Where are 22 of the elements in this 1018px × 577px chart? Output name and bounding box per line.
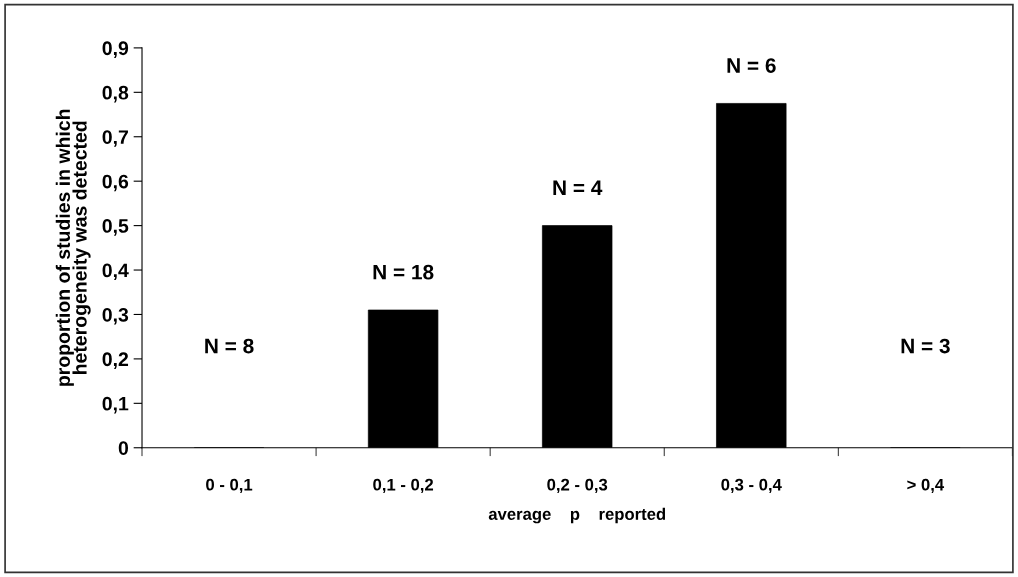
y-tick-label: 0,7 (102, 130, 128, 147)
y-tick-label: 0,5 (102, 219, 129, 236)
y-tick-label: 0,9 (102, 41, 129, 58)
x-tick-label: 0 - 0,1 (206, 478, 253, 493)
x-tick-label: 0,3 - 0,4 (721, 478, 782, 493)
y-tick-label: 0,1 (102, 396, 129, 414)
annotation: N = 6 (727, 58, 776, 73)
x-axis-title: average p reported (488, 507, 666, 524)
x-tick-label: > 0,4 (907, 478, 945, 493)
y-tick-label: 0 (118, 441, 129, 455)
annotation: N = 8 (205, 338, 254, 354)
y-tick-label: 0,4 (102, 263, 129, 281)
annotation: N = 3 (901, 338, 950, 354)
y-tick-label: 0,6 (102, 174, 129, 192)
annotation: N = 4 (553, 180, 603, 195)
y-tick-label: 0,2 (102, 352, 129, 369)
y-tick-label: 0,3 (102, 307, 129, 325)
y-axis-title: proportion of studies in which heterogeneity was detected (55, 109, 91, 386)
x-tick-label: 0,1 - 0,2 (373, 478, 434, 493)
annotation: N = 18 (373, 264, 434, 280)
x-tick-label: 0,2 - 0,3 (547, 478, 608, 493)
y-tick-label: 0,8 (102, 85, 129, 103)
